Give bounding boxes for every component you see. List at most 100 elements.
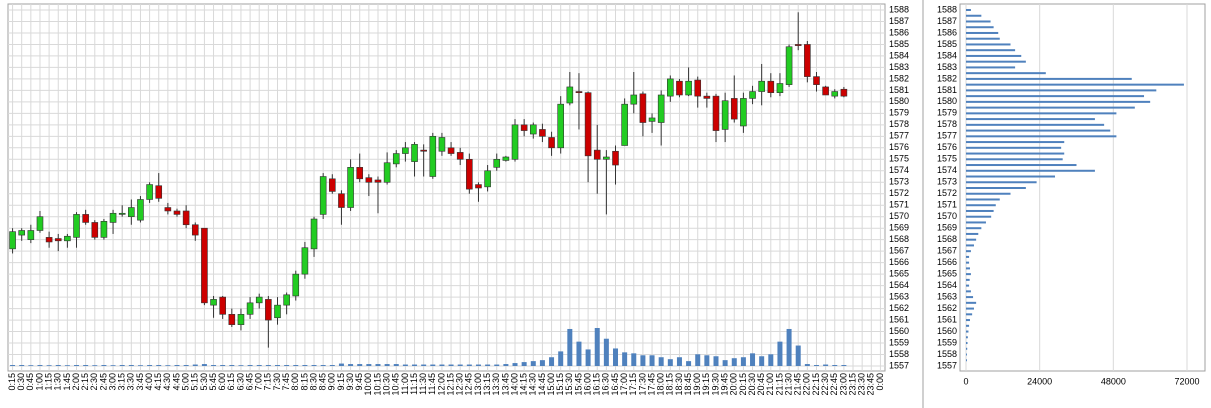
y-tick-label: 1581 [889,85,909,95]
x-tick-label: 1:00 [34,373,44,391]
y-tick-label: 1584 [889,50,909,60]
volume-bar [83,365,89,366]
candle-body [520,124,528,131]
profile-bar [966,112,1117,115]
profile-bar [966,164,1077,167]
profile-bar [966,169,1095,172]
y-tick-label: 1583 [889,62,909,72]
volume-bar [192,364,198,366]
x-tick-label: 10:15 [372,373,382,396]
profile-bar [966,14,982,17]
x-tick-label: 18:30 [674,373,684,396]
candle-body [255,296,263,304]
profile-bar [966,296,974,299]
x-tick-label: 23:00 [838,373,848,396]
x-tick-label: 0:15 [7,373,17,391]
x-tick-label: 1:45 [62,373,72,391]
volume-bar [768,354,774,366]
x-tick-label: 7:45 [281,373,291,391]
volume-bar [302,365,308,366]
x-tick-label: 21:00 [765,373,775,396]
y-tick-label: 1576 [937,142,957,152]
y-tick-label: 1574 [937,165,957,175]
profile-bar [966,273,971,276]
x-tick-label: 11:45 [427,373,437,395]
candle-body [484,170,491,188]
profile-bar [966,118,1095,121]
x-tick-label: 5:30 [199,373,209,391]
volume-bar [795,345,801,366]
volume-bar [475,364,481,366]
volume-bar [740,357,746,366]
profile-bar [966,95,1145,98]
profile-bar [966,187,1026,189]
x-tick-label: 19:45 [720,373,730,396]
y-tick-label: 1582 [937,73,957,83]
candle-body [383,162,391,183]
candle-body [201,227,208,304]
x-tick-label: 7:00 [254,373,264,391]
x-tick-label: 0 [963,376,968,386]
y-tick-label: 1570 [937,211,957,221]
profile-frame [959,3,1206,372]
candle-body [767,80,775,93]
profile-bar [966,54,1022,57]
candle-body [539,129,546,137]
y-tick-label: 1576 [889,142,909,152]
volume-bar [676,357,682,366]
x-tick-label: 15:30 [564,373,574,396]
candle-body [356,167,364,180]
x-tick-label: 14:15 [519,373,529,396]
y-tick-label: 1563 [889,291,909,301]
x-tick-label: 17:15 [628,373,638,396]
x-tick-label: 22:45 [829,373,839,396]
volume-bar [731,358,737,366]
x-tick-label: 12:45 [464,373,474,396]
candle-body [621,103,628,146]
volume-bar [37,365,43,366]
volume-bar [110,365,116,366]
y-tick-label: 1572 [937,188,957,198]
volume-bar [658,357,664,366]
profile-bar [966,20,991,23]
volume-bar [457,364,463,366]
x-tick-label: 12:00 [436,373,446,396]
volume-bar [613,348,619,366]
x-tick-label: 3:45 [135,373,145,391]
candle-body [730,98,738,120]
volume-bar [147,365,153,366]
x-tick-label: 4:30 [162,373,172,391]
profile-bar [966,181,1037,184]
y-tick-label: 1561 [889,314,909,324]
candle-body [758,80,765,92]
volume-bar [421,364,427,366]
y-tick-label: 1585 [937,39,957,49]
x-tick-label: 14:00 [509,373,519,396]
volume-bar [549,357,555,366]
x-tick-label: 15:15 [555,373,565,396]
x-tick-label: 20:00 [729,373,739,396]
candle-body [685,80,692,96]
candle-body [438,137,446,152]
x-tick-label: 21:30 [783,373,793,396]
candle-body [447,147,455,154]
volume-bar [64,365,70,366]
candle-body [420,149,427,152]
volume-bar [695,354,701,366]
profile-bar [966,192,1011,195]
x-tick-label: 2:00 [71,373,81,391]
profile-bar [966,238,977,241]
candle-body [776,83,784,93]
profile-bar [966,255,970,258]
y-tick-label: 1558 [889,349,909,359]
candle-body [365,177,373,183]
profile-bar [966,129,1111,132]
candle-body [475,184,482,189]
candle-body [840,88,848,97]
profile-bar [966,89,1157,92]
y-tick-label: 1578 [889,119,909,129]
x-tick-label: 23:45 [866,373,876,396]
candle-body [712,95,720,131]
candle-body [64,235,71,242]
